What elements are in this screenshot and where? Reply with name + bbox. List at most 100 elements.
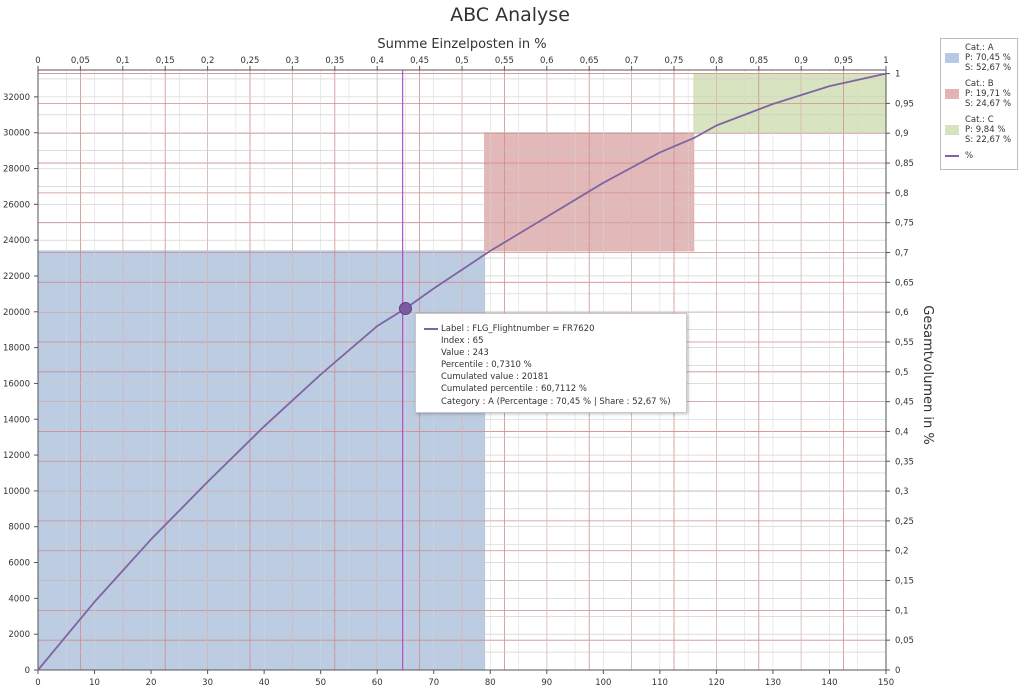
- y2-tick-label: 0,7: [895, 249, 909, 259]
- x2-tick-label: 1: [883, 56, 888, 66]
- series-line-0: [37, 72, 887, 671]
- x2-axis-title: Summe Einzelposten in %: [377, 37, 546, 52]
- x2-tick-label: 0,55: [495, 56, 514, 66]
- y2-tick-label: 0,6: [895, 308, 909, 318]
- y-tick-label: 26000: [3, 200, 30, 210]
- y-tick-label: 6000: [8, 559, 30, 569]
- x2-tick-label: 0,15: [156, 56, 175, 66]
- legend-a-p: P: 70,45 %: [965, 53, 1011, 63]
- tooltip-cumulated-value: Cumulated value : 20181: [441, 372, 549, 383]
- legend-c-p: P: 9,84 %: [965, 125, 1006, 135]
- legend-item-b[interactable]: Cat.: B P: 19,71 % S: 24,67 %: [945, 79, 1015, 109]
- chart-title: ABC Analyse: [450, 4, 570, 26]
- tooltip-cumulated-percentile: Cumulated percentile : 60,7112 %: [441, 384, 587, 395]
- x-tick-label: 100: [595, 678, 611, 688]
- y-tick-label: 2000: [8, 630, 30, 640]
- legend-swatch-c: [945, 125, 959, 135]
- x2-tick-label: 0: [35, 56, 40, 66]
- chart-legend: Cat.: A P: 70,45 % S: 52,67 % Cat.: B P:…: [940, 38, 1018, 170]
- x2-tick-label: 0,05: [71, 56, 90, 66]
- tooltip-series-marker: [424, 328, 438, 330]
- x-tick-label: 110: [652, 678, 668, 688]
- x-tick-label: 140: [821, 678, 837, 688]
- legend-item-line[interactable]: %: [945, 151, 1015, 163]
- x2-tick-label: 0,35: [325, 56, 344, 66]
- legend-line-swatch: [945, 155, 959, 157]
- x-tick-label: 10: [89, 678, 100, 688]
- y2-tick-label: 0,15: [895, 577, 914, 587]
- y-tick-label: 14000: [3, 415, 30, 425]
- x-tick-label: 70: [428, 678, 439, 688]
- legend-b-p: P: 19,71 %: [965, 89, 1011, 99]
- x2-tick-label: 0,3: [286, 56, 300, 66]
- x-tick-label: 150: [878, 678, 894, 688]
- x2-tick-label: 0,4: [370, 56, 384, 66]
- y-tick-label: 0: [25, 666, 30, 676]
- tooltip-percentile: Percentile : 0,7310 %: [441, 360, 532, 371]
- x2-tick-label: 0,5: [455, 56, 469, 66]
- legend-c-s: S: 22,67 %: [965, 135, 1012, 145]
- x2-tick-label: 0,75: [665, 56, 684, 66]
- y2-tick-label: 0: [895, 666, 900, 676]
- legend-b-cat: Cat.: B: [965, 79, 994, 89]
- x2-tick-label: 0,8: [710, 56, 724, 66]
- x-tick-label: 0: [35, 678, 40, 688]
- y-tick-label: 20000: [3, 308, 30, 318]
- y-tick-label: 22000: [3, 272, 30, 282]
- y2-tick-label: 0,85: [895, 159, 914, 169]
- x2-tick-label: 0,65: [580, 56, 599, 66]
- y2-tick-label: 0,65: [895, 278, 914, 288]
- y-tick-label: 16000: [3, 379, 30, 389]
- tooltip-label: Label : FLG_Flightnumber = FR7620: [441, 324, 595, 334]
- legend-line-label: %: [965, 151, 974, 161]
- x-tick-label: 60: [372, 678, 383, 688]
- y2-axis-title: Gesamtvolumen in %: [920, 305, 935, 444]
- tooltip-category: Category : A (Percentage : 70,45 % | Sha…: [441, 396, 671, 407]
- legend-b-s: S: 24,67 %: [965, 99, 1012, 109]
- y2-tick-label: 0,3: [895, 487, 909, 497]
- y2-tick-label: 0,35: [895, 457, 914, 467]
- legend-swatch-a: [945, 53, 959, 63]
- y2-tick-label: 0,5: [895, 368, 909, 378]
- y2-tick-label: 0,25: [895, 517, 914, 527]
- x2-tick-label: 0,2: [201, 56, 215, 66]
- y-tick-label: 30000: [3, 129, 30, 139]
- y-tick-label: 28000: [3, 165, 30, 175]
- tooltip-index: Index : 65: [441, 336, 484, 347]
- x2-tick-label: 0,9: [794, 56, 808, 66]
- y2-tick-label: 0,4: [895, 427, 909, 437]
- legend-item-c[interactable]: Cat.: C P: 9,84 % S: 22,67 %: [945, 115, 1015, 145]
- y2-tick-label: 0,8: [895, 189, 909, 199]
- x2-tick-label: 0,1: [116, 56, 130, 66]
- data-point-tooltip: Label : FLG_Flightnumber = FR7620 Index …: [415, 313, 687, 413]
- y-tick-label: 8000: [8, 523, 30, 533]
- legend-c-cat: Cat.: C: [965, 115, 994, 125]
- y2-tick-label: 1: [895, 70, 900, 80]
- x-tick-label: 80: [485, 678, 496, 688]
- y2-tick-label: 0,55: [895, 338, 914, 348]
- x2-tick-label: 0,95: [834, 56, 853, 66]
- legend-swatch-b: [945, 89, 959, 99]
- x2-tick-label: 0,7: [625, 56, 639, 66]
- y-tick-label: 32000: [3, 93, 30, 103]
- x-tick-label: 50: [315, 678, 326, 688]
- y2-tick-label: 0,9: [895, 129, 909, 139]
- x2-tick-label: 0,25: [241, 56, 260, 66]
- y2-tick-label: 0,05: [895, 636, 914, 646]
- x-tick-label: 20: [146, 678, 157, 688]
- x-tick-label: 40: [259, 678, 270, 688]
- y2-tick-label: 0,95: [895, 99, 914, 109]
- y-tick-label: 4000: [8, 594, 30, 604]
- y-tick-label: 18000: [3, 344, 30, 354]
- y2-tick-label: 0,75: [895, 219, 914, 229]
- legend-a-s: S: 52,67 %: [965, 63, 1012, 73]
- x-tick-label: 90: [541, 678, 552, 688]
- legend-item-a[interactable]: Cat.: A P: 70,45 % S: 52,67 %: [945, 43, 1015, 73]
- x2-tick-label: 0,45: [410, 56, 429, 66]
- highlight-point: [398, 302, 412, 316]
- y2-tick-label: 0,2: [895, 547, 909, 557]
- region-category-a: [37, 250, 486, 671]
- x2-tick-label: 0,85: [749, 56, 768, 66]
- y-tick-label: 24000: [3, 236, 30, 246]
